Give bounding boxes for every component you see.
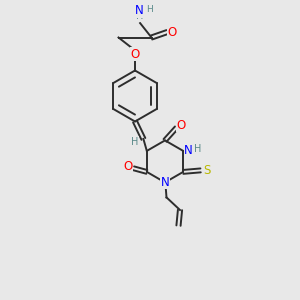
Text: N: N xyxy=(135,4,144,17)
Text: N: N xyxy=(184,144,193,158)
Text: O: O xyxy=(168,26,177,39)
Text: H: H xyxy=(146,5,153,14)
Text: O: O xyxy=(176,119,185,132)
Text: H: H xyxy=(131,137,139,147)
Text: O: O xyxy=(130,47,140,61)
Text: H: H xyxy=(136,11,143,22)
Text: S: S xyxy=(203,164,210,177)
Text: H: H xyxy=(194,143,201,154)
Text: N: N xyxy=(160,176,169,189)
Text: O: O xyxy=(124,160,133,173)
